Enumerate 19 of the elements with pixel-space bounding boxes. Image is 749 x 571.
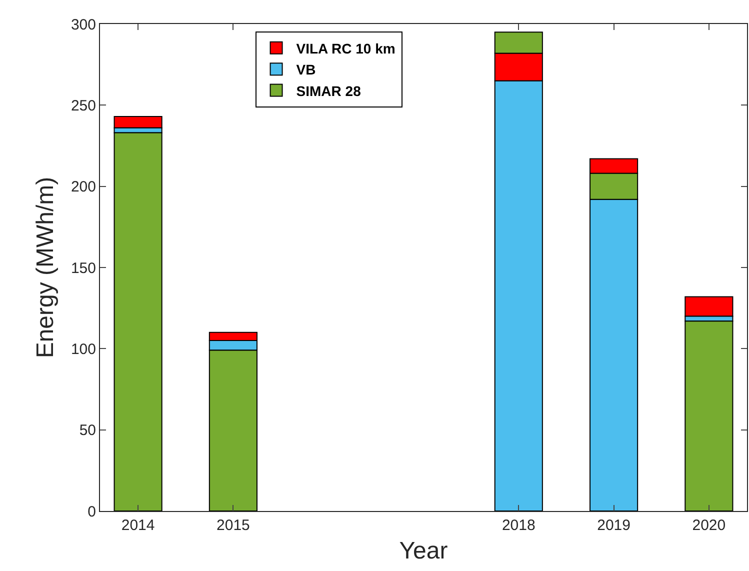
y-tick-label: 50 bbox=[79, 422, 96, 440]
y-tick-label: 300 bbox=[70, 16, 96, 34]
x-tick-label: 2018 bbox=[502, 517, 536, 534]
y-tick-label: 150 bbox=[70, 260, 96, 277]
y-axis-title: Energy (MWh/m) bbox=[32, 176, 60, 358]
legend-label: VILA RC 10 km bbox=[296, 40, 396, 56]
x-tick-label: 2020 bbox=[692, 517, 726, 534]
y-tick-label: 0 bbox=[88, 503, 96, 520]
y-tick-label: 100 bbox=[70, 340, 96, 358]
y-tick-label: 200 bbox=[70, 178, 96, 196]
bar bbox=[684, 296, 734, 317]
x-axis-title: Year bbox=[399, 537, 448, 564]
bar bbox=[114, 116, 162, 128]
legend-label: SIMAR 28 bbox=[296, 82, 362, 99]
x-tick-label: 2019 bbox=[597, 517, 630, 534]
x-tick-label: 2014 bbox=[121, 517, 155, 534]
y-tick-label: 250 bbox=[70, 97, 96, 114]
x-tick-label: 2015 bbox=[216, 517, 250, 534]
legend-label: VB bbox=[296, 62, 316, 78]
